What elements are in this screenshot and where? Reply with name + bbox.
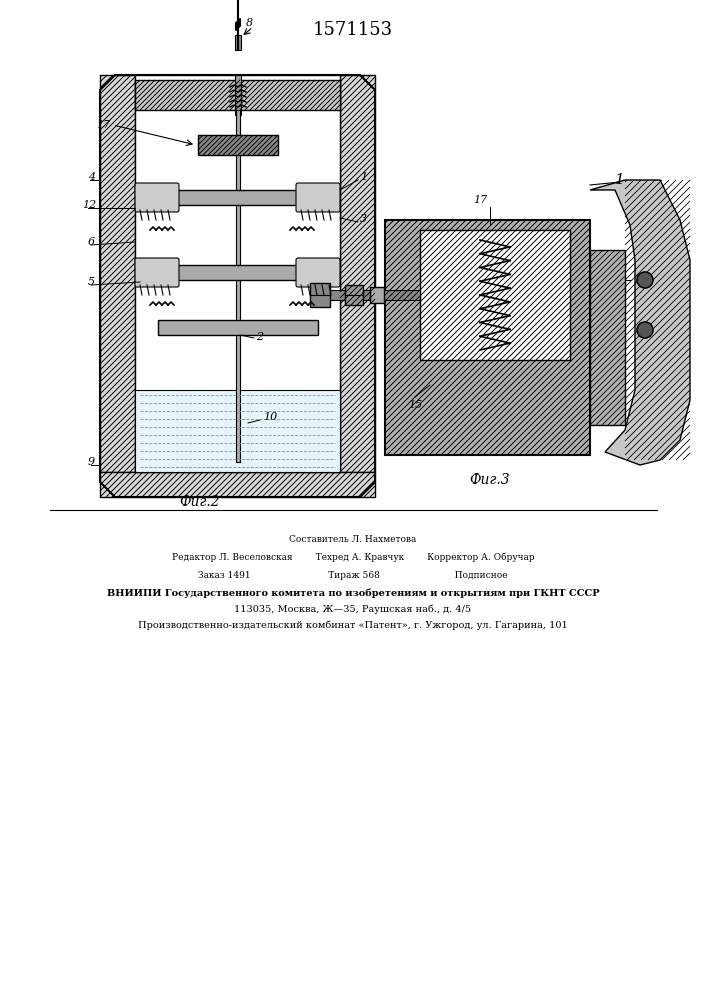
Text: 4: 4 (88, 172, 95, 182)
Text: Составитель Л. Нахметова: Составитель Л. Нахметова (289, 535, 416, 544)
Text: Фиг.3: Фиг.3 (469, 473, 510, 487)
Bar (158, 265, 318, 280)
Bar (135, 80, 340, 110)
Text: Заказ 1491                           Тираж 568                          Подписно: Заказ 1491 Тираж 568 Подписно (198, 571, 508, 580)
Text: 113035, Москва, Ж—35, Раушская наб., д. 4/5: 113035, Москва, Ж—35, Раушская наб., д. … (235, 605, 472, 614)
Text: 1: 1 (615, 173, 625, 187)
Bar (345, 285, 363, 305)
Bar (310, 283, 330, 307)
PathPatch shape (590, 180, 690, 465)
Text: 2: 2 (634, 275, 641, 285)
Circle shape (637, 322, 653, 338)
PathPatch shape (135, 75, 340, 472)
Text: Фиг.2: Фиг.2 (180, 495, 221, 509)
Bar (310, 290, 420, 300)
Text: Редактор Л. Веселовская        Техред А. Кравчук        Корректор А. Обручар: Редактор Л. Веселовская Техред А. Кравчу… (172, 553, 534, 562)
Text: 1571153: 1571153 (313, 21, 393, 39)
Text: 12: 12 (82, 200, 96, 210)
Circle shape (637, 272, 653, 288)
Text: 5: 5 (88, 277, 95, 287)
Bar (590, 250, 625, 425)
Bar (158, 190, 318, 205)
Text: 9: 9 (88, 457, 95, 467)
Bar (385, 220, 590, 455)
Text: 10: 10 (263, 412, 277, 422)
Text: 17: 17 (95, 120, 110, 130)
Bar (158, 320, 318, 335)
Text: 1: 1 (360, 172, 367, 182)
Text: ВНИИПИ Государственного комитета по изобретениям и открытиям при ГКНТ СССР: ВНИИПИ Государственного комитета по изоб… (107, 589, 600, 598)
FancyBboxPatch shape (296, 258, 340, 287)
Text: 8: 8 (246, 18, 253, 28)
Text: Производственно-издательский комбинат «Патент», г. Ужгород, ул. Гагарина, 101: Производственно-издательский комбинат «П… (138, 621, 568, 631)
Bar (370, 287, 384, 303)
Bar (100, 75, 135, 472)
FancyBboxPatch shape (135, 258, 179, 287)
FancyBboxPatch shape (296, 183, 340, 212)
Bar (235, 35, 241, 50)
Bar (420, 230, 570, 360)
Bar (235, 75, 241, 115)
Text: 3: 3 (360, 214, 367, 224)
Bar (135, 390, 340, 472)
Text: 6: 6 (88, 237, 95, 247)
Bar (100, 472, 375, 497)
Text: 17: 17 (473, 195, 487, 205)
Text: 2: 2 (256, 332, 263, 342)
Bar (236, 110, 240, 462)
FancyBboxPatch shape (135, 183, 179, 212)
Text: 15: 15 (408, 400, 422, 410)
Bar (340, 75, 375, 472)
Bar (198, 135, 278, 155)
